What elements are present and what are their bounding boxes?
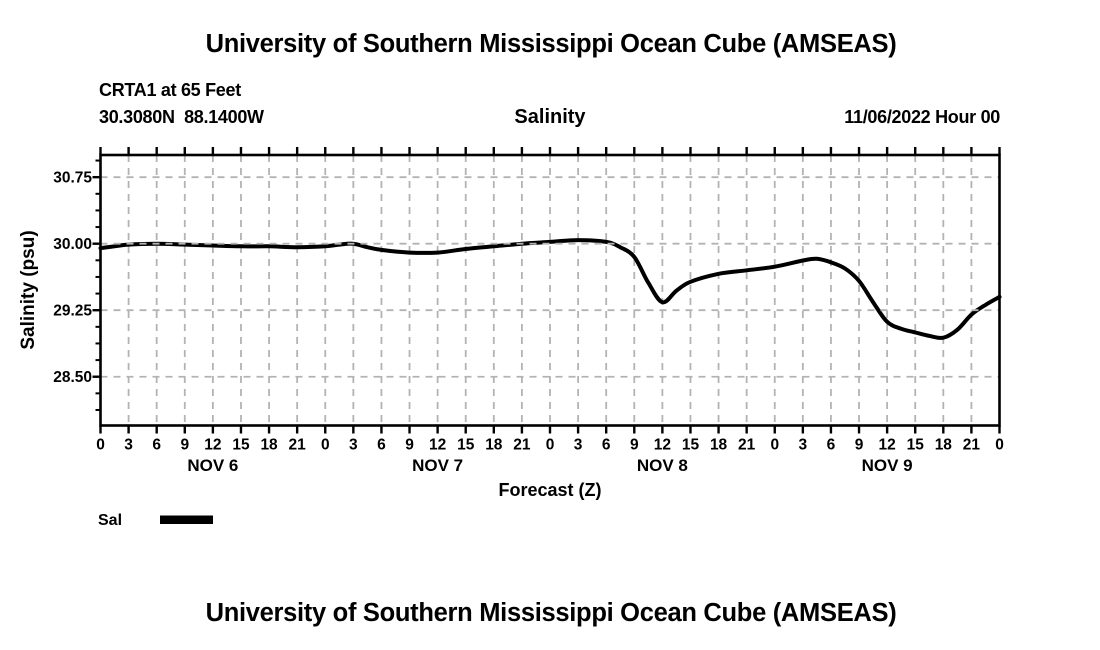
- x-tick-label: 15: [682, 437, 700, 454]
- day-label: NOV 7: [412, 456, 463, 475]
- x-tick-label: 18: [710, 437, 728, 454]
- frame-and-ticks: [92, 147, 1001, 434]
- x-axis-title: Forecast (Z): [498, 480, 601, 500]
- x-tick-label: 21: [513, 437, 531, 454]
- coordinates-label: 30.3080N 88.1400W: [99, 107, 264, 127]
- y-tick-label: 30.00: [53, 236, 92, 253]
- x-tick-label: 12: [879, 437, 896, 454]
- run-datetime-label: 11/06/2022 Hour 00: [844, 107, 1000, 127]
- x-tick-label: 9: [630, 437, 639, 454]
- variable-title: Salinity: [514, 106, 586, 128]
- y-tick-label: 29.25: [53, 303, 92, 320]
- x-tick-label: 9: [405, 437, 414, 454]
- x-tick-label: 3: [799, 437, 808, 454]
- x-tick-label: 6: [377, 437, 386, 454]
- x-tick-label: 6: [152, 437, 161, 454]
- legend-label: Sal: [98, 512, 122, 529]
- x-tick-label: 9: [855, 437, 864, 454]
- page-title: University of Southern Mississippi Ocean…: [206, 30, 897, 58]
- x-tick-label: 6: [602, 437, 611, 454]
- station-label: CRTA1 at 65 Feet: [99, 80, 241, 100]
- x-tick-label: 21: [289, 437, 307, 454]
- axis-tick-labels: 0 3 6 9 12 15 18 21 0 3 6 9 12 15 18 21 0 3 6 9 12 15 18 21 0 3 6 9…: [53, 170, 1004, 475]
- x-tick-label: 21: [738, 437, 756, 454]
- x-tick-label: 15: [457, 437, 475, 454]
- x-tick-label: 18: [260, 437, 278, 454]
- x-tick-label: 0: [321, 437, 330, 454]
- x-tick-label: 9: [180, 437, 189, 454]
- legend-line-swatch: [160, 515, 213, 524]
- footer-title: University of Southern Mississippi Ocean…: [206, 599, 897, 627]
- day-label: NOV 8: [637, 456, 688, 475]
- x-tick-label: 6: [827, 437, 836, 454]
- x-tick-label: 15: [907, 437, 925, 454]
- y-tick-label: 30.75: [53, 170, 92, 187]
- horizontal-gridlines: [100, 176, 1000, 378]
- x-tick-label: 0: [995, 437, 1004, 454]
- x-tick-label: 12: [429, 437, 446, 454]
- x-tick-label: 3: [574, 437, 583, 454]
- x-tick-label: 0: [770, 437, 779, 454]
- day-label: NOV 6: [187, 456, 238, 475]
- x-tick-label: 18: [935, 437, 953, 454]
- y-axis-title: Salinity (psu): [18, 230, 39, 349]
- x-tick-label: 0: [546, 437, 555, 454]
- x-tick-label: 12: [204, 437, 221, 454]
- x-tick-label: 15: [232, 437, 250, 454]
- x-tick-label: 0: [96, 437, 105, 454]
- vertical-gridlines: [127, 155, 973, 426]
- curve-layer: [98, 238, 1002, 340]
- x-tick-label: 12: [654, 437, 671, 454]
- y-tick-label: 28.50: [53, 369, 92, 386]
- salinity-line: [98, 238, 1002, 340]
- x-tick-label: 3: [349, 437, 358, 454]
- x-tick-label: 18: [485, 437, 503, 454]
- x-tick-label: 21: [963, 437, 981, 454]
- day-label: NOV 9: [862, 456, 913, 475]
- x-tick-label: 3: [124, 437, 133, 454]
